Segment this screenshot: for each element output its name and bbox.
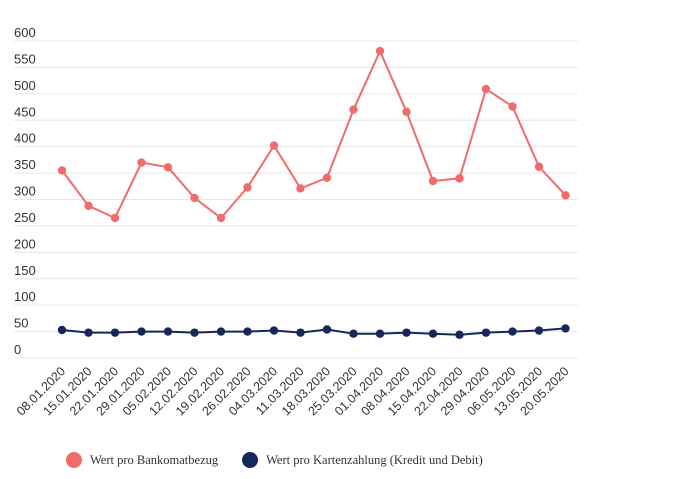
y-tick-label: 500 [14, 78, 36, 93]
data-point [84, 201, 93, 211]
data-point [561, 191, 570, 200]
data-point [137, 158, 146, 167]
data-point [110, 328, 120, 337]
y-tick-label: 100 [14, 289, 36, 304]
data-point [243, 183, 252, 192]
data-point [243, 327, 252, 336]
legend-label-kartenzahlung: Wert pro Kartenzahlung (Kredit und Debit… [266, 452, 483, 467]
data-point [163, 327, 173, 336]
data-point [57, 325, 67, 335]
data-point [296, 184, 305, 193]
data-point [322, 325, 332, 334]
data-point [190, 328, 199, 337]
y-tick-label: 550 [14, 51, 36, 66]
data-point [428, 176, 438, 186]
data-point [216, 327, 226, 336]
data-point [561, 324, 570, 333]
data-point [508, 102, 517, 111]
data-point [322, 173, 332, 183]
data-point [534, 326, 544, 335]
series-line-1 [61, 327, 566, 336]
legend-marker-bankomat [66, 452, 82, 468]
data-point [402, 328, 411, 337]
y-tick-label: 150 [14, 263, 36, 278]
data-point [375, 329, 385, 338]
data-point [375, 46, 385, 56]
legend-marker-kartenzahlung [242, 452, 259, 468]
legend: Wert pro Bankomatbezug Wert pro Kartenza… [66, 450, 507, 470]
y-tick-label: 50 [14, 316, 28, 331]
y-tick-label: 450 [14, 104, 36, 119]
y-tick-label: 0 [14, 342, 21, 357]
grid-lines [14, 40, 578, 359]
legend-label-bankomat: Wert pro Bankomatbezug [90, 452, 219, 467]
data-point [269, 326, 279, 335]
legend-item-bankomat: Wert pro Bankomatbezug [66, 452, 218, 468]
series-line-0 [61, 50, 567, 219]
y-tick-label: 250 [14, 210, 36, 225]
data-point [216, 213, 226, 223]
data-point [508, 327, 517, 336]
y-tick-label: 300 [14, 184, 36, 199]
data-point [481, 84, 491, 94]
data-point [455, 330, 464, 339]
data-point [269, 141, 279, 150]
data-point [455, 174, 464, 183]
legend-item-kartenzahlung: Wert pro Kartenzahlung (Kredit und Debit… [242, 452, 483, 468]
data-point [84, 328, 93, 337]
data-point [349, 329, 358, 338]
series-lines [57, 46, 570, 339]
x-axis-ticks: 08.01.202015.01.202022.01.202029.01.2020… [14, 364, 572, 418]
data-point [296, 328, 305, 337]
data-point [534, 162, 544, 171]
data-point [428, 329, 438, 338]
data-point [349, 105, 358, 114]
data-point [57, 166, 67, 175]
chart-svg: 0 50 100 150 200 250 300 350 400 450 500 550 600 08.… [14, 25, 578, 418]
data-point [163, 163, 173, 172]
y-tick-label: 200 [14, 236, 36, 251]
y-axis-ticks: 0 50 100 150 200 250 300 350 400 450 500 550 600 [14, 25, 36, 357]
data-point [110, 213, 120, 223]
data-point [190, 193, 199, 203]
data-point [481, 328, 491, 337]
y-tick-label: 350 [14, 157, 36, 172]
data-point [402, 107, 411, 116]
y-tick-label: 600 [14, 25, 36, 40]
data-point [137, 327, 146, 336]
y-tick-label: 400 [14, 131, 36, 146]
